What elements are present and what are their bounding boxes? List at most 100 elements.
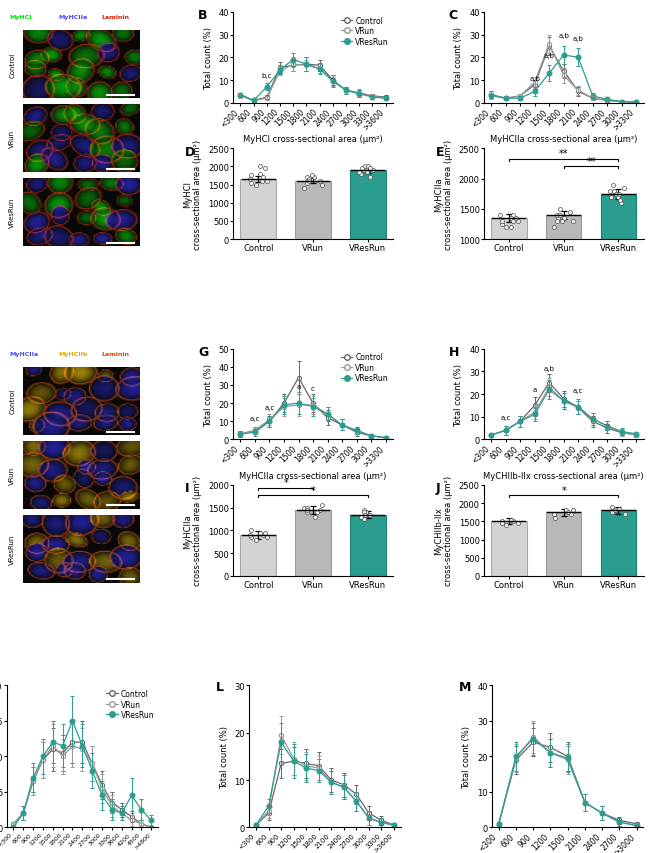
Point [614, 188, 624, 201]
Point [508, 209, 519, 223]
Point [359, 513, 369, 526]
Point [612, 191, 623, 205]
Point [501, 519, 512, 532]
Point [552, 212, 563, 225]
Point [304, 173, 315, 187]
Point [246, 170, 257, 183]
Text: VResRun: VResRun [9, 197, 15, 228]
Text: MyHCIIa: MyHCIIa [58, 15, 87, 20]
Point [368, 164, 378, 177]
Point [609, 184, 619, 198]
Text: J: J [436, 482, 441, 495]
X-axis label: MyHCI cross-sectional area (μm²): MyHCI cross-sectional area (μm²) [243, 135, 383, 144]
Point [312, 506, 322, 519]
Point [255, 526, 265, 540]
Point [506, 513, 516, 526]
Point [554, 209, 565, 223]
Point [302, 171, 313, 185]
Point [356, 168, 366, 182]
Point [497, 515, 508, 529]
Bar [295, 182, 331, 240]
Point [359, 503, 369, 517]
Y-axis label: MyCHIIb-IIx
cross-sectional area (μm²): MyCHIIb-IIx cross-sectional area (μm²) [434, 476, 453, 586]
Point [497, 517, 507, 531]
Y-axis label: MyHCIIa
cross-sectional area (μm²): MyHCIIa cross-sectional area (μm²) [434, 139, 453, 249]
Point [511, 212, 521, 225]
Bar [546, 216, 582, 300]
Point [257, 175, 268, 189]
Text: **: ** [586, 157, 596, 166]
Text: I: I [185, 482, 190, 495]
Point [262, 175, 272, 189]
Point [246, 177, 257, 190]
Text: a,c: a,c [500, 415, 511, 421]
Bar [546, 513, 582, 577]
Text: a,b: a,b [543, 54, 554, 60]
Point [363, 160, 373, 174]
Point [552, 209, 563, 223]
Text: *: * [311, 485, 315, 495]
Text: C: C [448, 9, 458, 22]
Point [302, 506, 313, 519]
Point [610, 504, 620, 518]
Y-axis label: Total count (%): Total count (%) [220, 725, 229, 788]
Text: Control: Control [9, 389, 15, 414]
Text: Laminin: Laminin [101, 351, 129, 357]
Point [365, 171, 375, 185]
Text: c: c [311, 386, 315, 392]
Point [302, 503, 312, 517]
Point [244, 173, 255, 187]
Point [610, 188, 621, 201]
Bar [240, 180, 276, 240]
Point [317, 178, 328, 192]
Point [513, 517, 523, 531]
Point [607, 501, 618, 514]
Point [365, 162, 375, 176]
Point [497, 218, 508, 231]
Point [308, 171, 318, 185]
Text: G: G [198, 345, 209, 358]
Y-axis label: Total count (%): Total count (%) [204, 363, 213, 426]
Y-axis label: Total count (%): Total count (%) [204, 26, 213, 90]
Text: VRun: VRun [9, 130, 15, 148]
Point [567, 504, 578, 518]
Text: H: H [448, 345, 459, 358]
Text: M: M [458, 680, 471, 693]
Point [356, 510, 366, 524]
Text: a: a [532, 386, 537, 392]
Y-axis label: Total count (%): Total count (%) [454, 363, 463, 426]
Y-axis label: MyHCIIa
cross-sectional area (μm²): MyHCIIa cross-sectional area (μm²) [183, 476, 203, 586]
Point [298, 502, 309, 515]
Point [260, 162, 270, 176]
Legend: Control, VRun, VResRun: Control, VRun, VResRun [341, 353, 389, 383]
Point [508, 515, 519, 529]
Point [359, 164, 369, 177]
Text: **: ** [559, 149, 569, 160]
Text: D: D [185, 145, 196, 159]
Point [615, 194, 625, 207]
Point [554, 203, 565, 217]
Point [260, 526, 270, 540]
Point [552, 215, 563, 229]
Point [608, 504, 618, 518]
Point [607, 178, 618, 192]
Point [560, 504, 571, 518]
Point [362, 165, 372, 179]
Point [251, 533, 261, 547]
Bar [350, 171, 385, 240]
Bar [601, 194, 636, 300]
Point [559, 212, 569, 225]
Point [360, 160, 370, 174]
Text: a,b: a,b [529, 76, 540, 82]
Point [550, 511, 560, 525]
Point [360, 508, 370, 522]
X-axis label: MyHCIIa cross-sectional area (μm²): MyHCIIa cross-sectional area (μm²) [239, 472, 387, 480]
Point [563, 506, 573, 519]
Text: MyHCI: MyHCI [9, 15, 32, 20]
Point [565, 206, 575, 219]
Text: VResRun: VResRun [9, 534, 15, 564]
Point [307, 170, 317, 183]
Text: a,c: a,c [573, 387, 584, 393]
Point [354, 165, 364, 179]
Point [513, 215, 523, 229]
